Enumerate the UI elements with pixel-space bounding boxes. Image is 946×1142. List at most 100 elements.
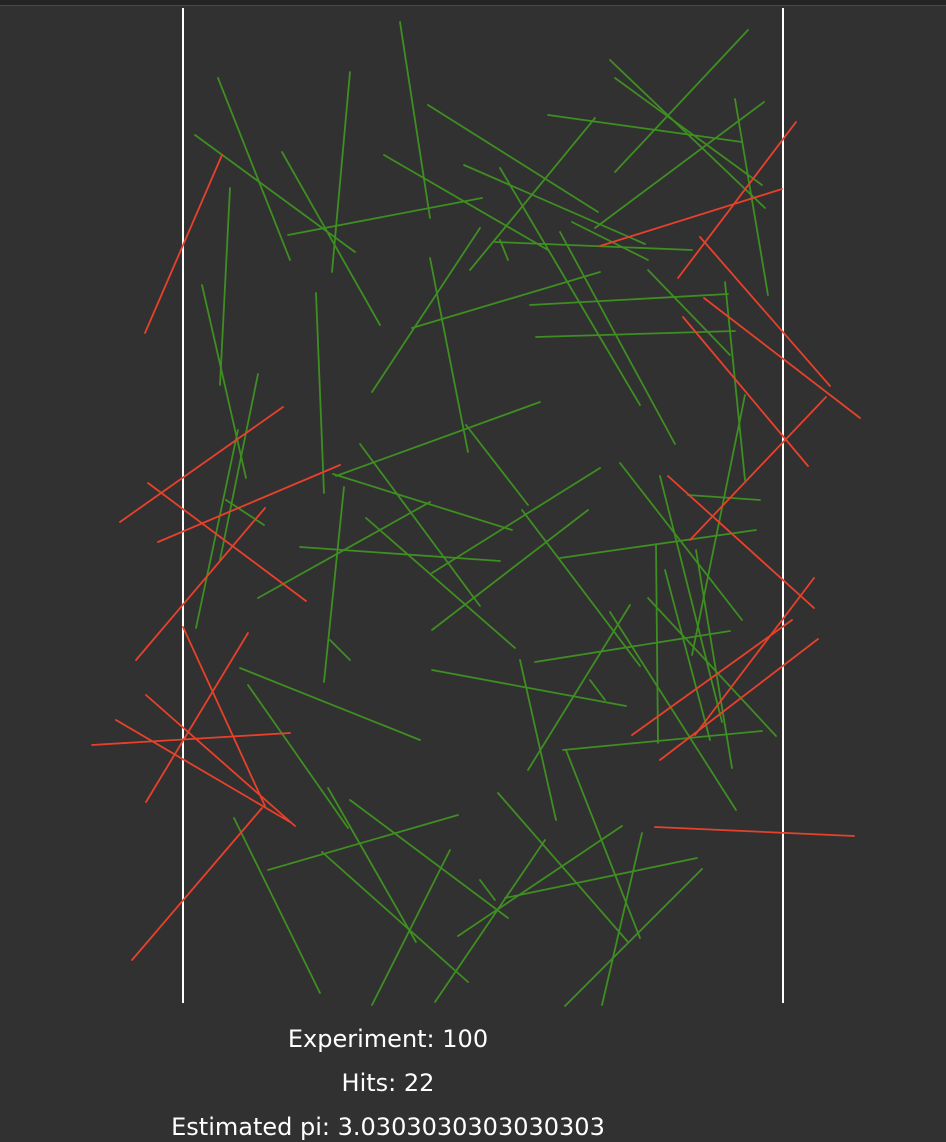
miss-needle [664,569,711,741]
hit-needle [145,694,296,827]
miss-needle [323,486,345,683]
miss-needle [371,227,481,393]
miss-needle [547,114,743,143]
miss-needle [734,98,769,296]
miss-needle [299,546,501,562]
miss-needle [201,284,247,479]
hit-needle [135,507,266,661]
miss-needle [463,164,646,245]
hit-needle [147,482,307,602]
hit-needle [131,807,263,961]
miss-needle [427,104,599,213]
miss-needle [565,749,641,939]
hit-needle [689,396,827,541]
miss-needle [469,117,596,271]
miss-needle [499,239,509,261]
miss-needle [195,429,239,629]
miss-needle [571,221,649,261]
miss-needle [465,424,529,506]
hit-needle [157,464,341,543]
miss-needle [614,77,763,186]
miss-needle [724,281,746,481]
window-top-edge [0,0,946,6]
hit-needle [682,316,809,467]
miss-needle [659,475,723,723]
hit-needle [599,188,783,247]
miss-needle [431,467,601,574]
miss-needle [497,792,629,943]
miss-needle [257,501,431,599]
miss-needle [365,517,516,649]
miss-needle [247,684,349,829]
miss-needle [217,77,291,261]
hit-needle [144,154,223,334]
miss-needle [327,787,417,943]
hit-needle [182,626,266,807]
miss-needle [647,597,777,737]
hit-needle [91,732,291,746]
hit-needle [694,577,815,736]
miss-needle [321,851,469,983]
hit-needle [667,475,815,609]
miss-needle [614,29,749,173]
miss-needle [655,544,659,744]
miss-needle [647,269,731,356]
miss-needle [429,257,469,453]
miss-needle [535,330,736,338]
miss-needle [219,187,231,386]
hit-needle [699,236,831,387]
miss-needle [527,604,631,771]
miss-needle [194,134,356,253]
hit-needle [115,719,291,823]
miss-needle [287,197,483,236]
miss-needles [194,21,777,1007]
miss-needle [349,799,509,919]
miss-needle [219,373,259,561]
experiment-count: Experiment: 100 [287,1025,489,1053]
miss-needle [399,21,431,219]
miss-needle [559,231,676,445]
miss-needle [434,839,546,1003]
hit-needle [659,638,819,761]
miss-needle [332,473,513,531]
hit-needles [91,121,861,961]
needle-canvas [91,8,861,1007]
miss-needle [559,529,757,559]
miss-needle [267,814,459,871]
miss-needle [331,71,351,273]
miss-needle [687,494,761,501]
miss-needle [521,509,641,667]
miss-needle [609,59,766,209]
miss-needle [383,154,549,251]
hit-needle [119,406,284,523]
miss-needle [225,499,265,526]
miss-needle [335,401,541,477]
miss-needle [519,659,557,821]
miss-needle [411,271,601,329]
miss-needle [691,394,746,656]
miss-needle [329,639,351,661]
miss-needle [371,849,451,1006]
miss-needle [431,669,627,707]
miss-needle [601,832,643,1006]
hit-needle [631,619,793,736]
miss-needle [589,679,606,701]
miss-needle [695,549,733,769]
miss-needle [504,857,698,899]
hit-needle [654,826,855,837]
miss-needle [529,293,729,306]
hit-needle [145,632,249,803]
miss-needle [499,167,641,406]
miss-needle [315,292,325,494]
miss-needle [457,825,623,937]
miss-needle [281,151,381,326]
miss-needle [233,817,321,994]
hit-needle [677,121,797,279]
miss-needle [564,868,703,1007]
miss-needle [431,509,589,631]
miss-needle [609,611,737,811]
miss-needle [494,241,693,251]
hits-count: Hits: 22 [341,1069,435,1097]
estimated-pi: Estimated pi: 3.0303030303030303 [171,1113,605,1141]
